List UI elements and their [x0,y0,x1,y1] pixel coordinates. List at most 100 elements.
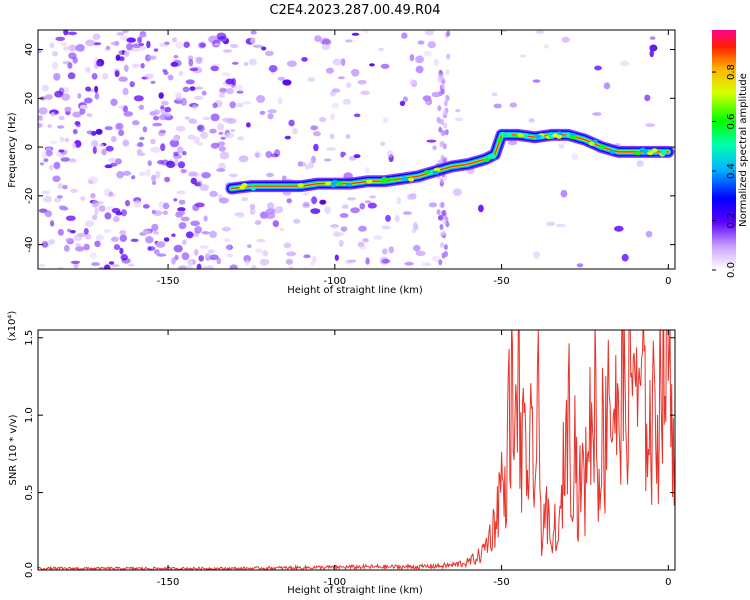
spectrogram-noise-blob [142,204,150,209]
spectrogram-noise-blob [177,207,186,212]
spectrogram-noise-blob [262,250,269,257]
spectrogram-noise-blob [247,244,252,249]
spectrogram-noise-blob [252,44,263,48]
spectrogram-noise-blob [331,88,341,93]
spectrogram-noise-blob [645,230,653,238]
spectrogram-noise-blob [209,190,218,198]
spectrogram-noise-blob [106,45,110,51]
spectrogram-noise-blob [67,72,76,80]
spectrogram-noise-blob [178,222,187,230]
spectrogram-noise-blob [455,109,461,113]
spectrogram-ridge-blob [434,167,440,172]
spectrogram-noise-blob [413,244,421,252]
spectrogram-noise-blob [342,204,349,209]
spectrogram-noise-blob [65,215,76,221]
spectrogram-noise-blob [292,128,298,135]
spectrogram-noise-blob [277,97,283,105]
spectrogram-noise-blob [113,244,121,251]
spectrogram-noise-blob [150,138,156,145]
spectrogram-noise-blob [57,228,64,236]
spectrogram-noise-blob [324,206,331,214]
spectrogram-noise-blob [60,42,68,46]
spectrogram-noise-blob [70,260,81,264]
spectrogram-noise-blob [182,151,187,156]
spectrogram-noise-blob [131,175,136,180]
spectrogram-noise-blob [194,248,199,256]
spectrogram-noise-blob [543,44,550,49]
spectrogram-noise-blob [218,131,224,135]
spectrogram-noise-blob [227,253,233,258]
spectrogram-noise-blob [571,152,579,161]
spectrogram-noise-blob [438,259,443,266]
spectrogram-ridge-blob [332,179,338,184]
spectrogram-noise-blob [199,245,209,249]
spectrogram-noise-blob [171,257,176,265]
spectrogram-noise-blob [157,130,166,137]
spectrogram-noise-blob [424,30,435,36]
spectrogram-noise-blob [367,202,377,209]
spectrogram-noise-blob [265,212,276,219]
spectrogram-noise-blob [373,235,383,241]
spectrogram-noise-blob [415,65,424,74]
spectrogram-noise-blob [150,146,161,153]
spectrogram-noise-blob [75,121,81,128]
spectrogram-noise-blob [183,41,190,48]
spectrogram-ridge-blob [556,134,563,139]
spectrogram-ridge-blob [506,132,513,137]
spectrogram-noise-blob [202,265,207,269]
spectrogram-noise-blob [128,263,135,267]
spectrogram-noise-blob [251,264,257,269]
spectrogram-axes: -150 -100 -50 0 -40 -20 0 20 40 [24,30,675,287]
spectrogram-noise-blob [43,195,53,203]
spectrogram-noise-blob [147,246,152,251]
spectrogram-noise-blob [161,100,169,106]
spectrogram-noise-blob [322,43,327,50]
spectrogram-noise-blob [94,92,100,100]
spectrogram-noise-blob [39,263,46,268]
colorbar: 0.0 0.2 0.4 0.6 0.8 Normalized spectral ampl… [712,30,749,278]
spectrogram-noise-blob [71,143,77,149]
spectrogram-noise-blob [160,105,165,110]
spectrogram-noise-blob [229,101,236,109]
spectrogram-noise-blob [144,73,154,80]
colorbar-tick-label: 0.4 [726,163,737,179]
spectrogram-ridge-blob [297,183,304,188]
spectrogram-noise-blob [153,109,161,115]
spectrogram-noise-blob [38,115,43,121]
spectrogram-noise-blob [413,223,419,231]
spectrogram-noise-blob [45,149,53,157]
spectrogram-noise-blob [445,69,450,76]
spectrogram-noise-blob [105,145,114,152]
spectrogram-noise-blob [174,158,179,167]
spectrogram-ridge-blob [496,137,503,142]
spectrogram-noise-blob [118,129,125,136]
spectrogram-noise-blob [249,207,256,215]
spectrogram-noise-blob [115,158,122,165]
spectrogram-noise-blob [57,125,65,129]
spectrogram-noise-blob [63,87,70,93]
spectrogram-noise-blob [123,111,134,117]
spectrogram-noise-blob [188,259,193,266]
spectrogram-noise-blob [362,238,369,243]
colorbar-tick-label: 0.8 [726,64,737,80]
spectrogram-noise-blob [110,98,118,107]
spectrogram-noise-blob [228,173,238,178]
spectrogram-noise-blob [555,223,566,228]
spectrogram-noise-blob [358,225,367,232]
spectrogram-noise-blob [357,79,367,85]
spectrogram-noise-blob [268,65,278,73]
spectrogram-noise-blob [219,151,230,160]
spectrogram-noise-blob [85,86,92,92]
spectrogram-noise-blob [41,241,49,248]
spectrogram-noise-blob [133,200,142,208]
spectrogram-noise-blob [221,72,231,77]
spectrogram-ridge-blob [647,151,654,156]
spectrogram-noise-blob [47,124,52,128]
spectrogram-ridge-blob [346,182,353,187]
spectrogram-noise-blob [153,48,159,52]
spectrogram-noise-blob [119,35,129,41]
spectrogram-noise-blob [96,61,102,67]
spectrogram-noise-blob [210,65,219,72]
spectrogram-noise-blob [132,63,140,69]
spectrogram-noise-blob [353,113,361,118]
